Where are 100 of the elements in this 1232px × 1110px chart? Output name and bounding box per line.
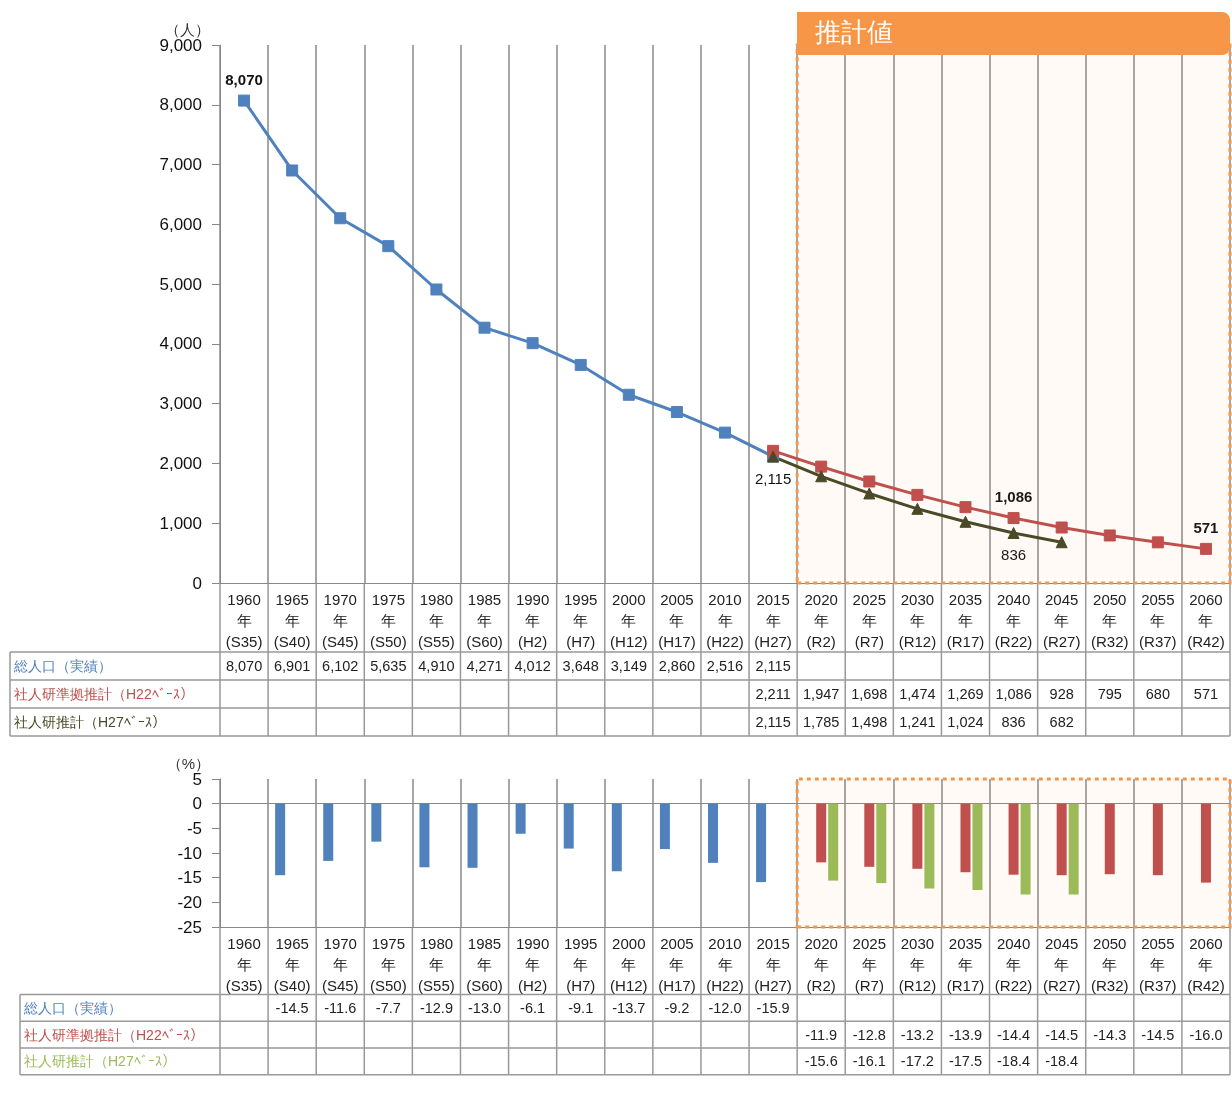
data-label: -16.1: [852, 1053, 886, 1070]
data-label: 2,115: [755, 658, 791, 674]
data-label: -12.0: [708, 999, 742, 1016]
y-tick-label: 8,000: [159, 95, 202, 115]
data-label: 1,024: [947, 714, 984, 730]
x-tick-label: 1975 年 (S50): [369, 591, 407, 650]
data-label: -12.9: [419, 999, 453, 1016]
data-label: 682: [1049, 714, 1074, 730]
band-label: 推計値: [815, 17, 894, 48]
data-label: -6.1: [520, 999, 546, 1016]
data-label: -18.4: [1045, 1053, 1079, 1070]
x-tick-label: 2050 年 (R32): [1091, 935, 1129, 994]
x-tick-label: 2050 年 (R32): [1091, 591, 1129, 650]
text: 総人口（実績）: [13, 658, 112, 674]
annotation: 8,070: [225, 70, 263, 88]
data-label: 571: [1193, 686, 1219, 702]
data-label: -14.5: [1141, 1026, 1175, 1043]
data-label: -12.8: [852, 1026, 886, 1043]
data-label: -17.2: [900, 1053, 934, 1070]
annotation: 2,115: [754, 469, 792, 487]
data-label: 1,086: [995, 686, 1032, 702]
x-tick-label: 2040 年 (R22): [994, 935, 1033, 994]
x-tick-label: 2005 年 (H17): [658, 935, 696, 994]
x-tick-label: 1965 年 (S40): [273, 935, 311, 994]
data-label: 1,947: [803, 686, 840, 702]
y-tick-label: -25: [177, 917, 202, 937]
x-tick-label: 2045 年 (R27): [1042, 591, 1081, 650]
data-label: 680: [1145, 686, 1170, 702]
x-tick-label: 1970 年 (S45): [321, 935, 359, 994]
y-tick-label: 1,000: [159, 513, 202, 533]
text: 社人研推計（H27ﾍﾞｰｽ）: [24, 1053, 176, 1070]
x-tick-label: 1960 年 (S35): [225, 591, 263, 650]
data-label: 795: [1097, 686, 1122, 702]
data-label: -17.5: [948, 1053, 983, 1070]
y-tick-label: 3,000: [159, 394, 202, 414]
x-tick-label: 1990 年 (H2): [515, 935, 550, 994]
data-label: -14.5: [1045, 1026, 1079, 1043]
x-tick-label: 2025 年 (R7): [852, 935, 886, 994]
data-label: 2,211: [755, 686, 791, 702]
text: 総人口（実績）: [23, 999, 122, 1016]
data-label: -18.4: [997, 1053, 1031, 1070]
data-label: 1,498: [851, 714, 888, 730]
y-tick-label: -10: [177, 843, 202, 863]
x-tick-label: 1985 年 (S60): [466, 935, 503, 994]
x-tick-label: 2000 年 (H12): [610, 591, 648, 650]
y-tick-label: 7,000: [159, 155, 202, 175]
data-label: 1,785: [803, 714, 840, 730]
y-axis-title: （%）: [166, 754, 210, 772]
y-tick-label: 4,000: [159, 334, 202, 354]
y-tick-label: 5,000: [159, 274, 202, 294]
data-label: -9.2: [664, 999, 690, 1016]
data-label: 3,648: [562, 658, 599, 674]
x-tick-label: 2000 年 (H12): [610, 935, 648, 994]
data-label: 1,241: [899, 714, 936, 730]
data-label: -14.3: [1093, 1026, 1127, 1043]
data-label: -14.4: [997, 1026, 1031, 1043]
x-tick-label: 1990 年 (H2): [515, 591, 550, 650]
y-axis-title: （人）: [165, 20, 210, 38]
x-tick-label: 1965 年 (S40): [273, 591, 311, 650]
data-label: -16.0: [1189, 1026, 1223, 1043]
data-label: 2,115: [755, 714, 791, 730]
data-label: 836: [1001, 714, 1026, 730]
data-label: 8,070: [225, 658, 263, 674]
x-tick-label: 1985 年 (S60): [466, 591, 503, 650]
text: 社人研準拠推計（H22ﾍﾞｰｽ）: [24, 1026, 204, 1043]
data-label: 1,698: [851, 686, 888, 702]
data-label: -13.9: [948, 1026, 983, 1043]
header-tab: 推計値: [797, 12, 1230, 55]
data-label: -13.0: [467, 999, 502, 1016]
y-tick-label: -5: [186, 818, 202, 838]
x-tick-label: 1975 年 (S50): [369, 935, 407, 994]
data-label: 6,901: [273, 658, 311, 674]
y-tick-label: 0: [192, 794, 202, 814]
data-label: -13.7: [612, 999, 646, 1016]
x-tick-label: 2060 年 (R42): [1187, 591, 1225, 650]
y-tick-label: -15: [177, 868, 202, 888]
y-tick-label: 0: [192, 573, 202, 593]
data-label: -13.2: [900, 1026, 934, 1043]
x-tick-label: 2045 年 (R27): [1042, 935, 1081, 994]
data-label: 2,860: [658, 658, 696, 674]
data-label: 928: [1049, 686, 1074, 702]
x-tick-label: 1970 年 (S45): [321, 591, 359, 650]
x-tick-label: 2015 年 (H27): [754, 591, 792, 650]
data-label: -11.6: [324, 999, 357, 1016]
x-tick-label: 2020 年 (R2): [804, 935, 838, 994]
data-label: -7.7: [375, 999, 401, 1016]
data-label: -15.6: [804, 1053, 838, 1070]
x-tick-label: 2060 年 (R42): [1187, 935, 1225, 994]
text: 社人研準拠推計（H22ﾍﾞｰｽ）: [14, 686, 194, 702]
x-tick-label: 2055 年 (R37): [1139, 935, 1177, 994]
data-label: 6,102: [322, 658, 359, 674]
annotation: 836: [1001, 546, 1027, 564]
data-label: 5,635: [370, 658, 407, 674]
x-tick-label: 2030 年 (R12): [898, 935, 937, 994]
x-tick-label: 2020 年 (R2): [804, 591, 838, 650]
text: 社人研推計（H27ﾍﾞｰｽ）: [14, 714, 166, 730]
x-tick-label: 2035 年 (R17): [946, 591, 985, 650]
x-tick-label: 2040 年 (R22): [994, 591, 1033, 650]
data-label: 4,910: [418, 658, 455, 674]
x-tick-label: 2035 年 (R17): [946, 935, 985, 994]
